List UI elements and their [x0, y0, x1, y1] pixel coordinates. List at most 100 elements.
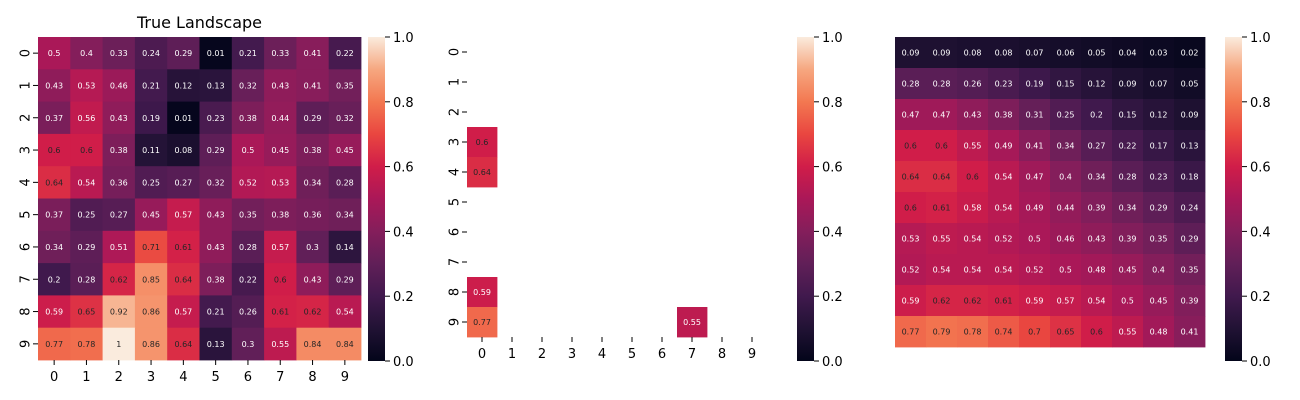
chart-title: True Landscape — [136, 13, 262, 32]
cell-label: 0.46 — [1057, 235, 1075, 244]
cell-label: 0.23 — [207, 114, 225, 123]
cell-label: 0.47 — [933, 111, 951, 120]
cell-label: 0.84 — [336, 340, 354, 349]
heatmap-cell — [328, 69, 362, 102]
x-tick-label: 5 — [212, 370, 220, 385]
cell-label: 0.3 — [306, 243, 319, 252]
heatmap-cell — [199, 263, 233, 296]
heatmap-cell — [1050, 99, 1082, 131]
y-tick-label: 9 — [19, 340, 34, 348]
heatmap-cell — [1112, 37, 1144, 69]
colorbar-tick-label: 0.2 — [1250, 290, 1271, 305]
cell-label: 0.28 — [933, 80, 951, 89]
cell-label: 0.48 — [1150, 328, 1168, 337]
colorbar — [368, 37, 385, 361]
cell-label: 0.38 — [271, 211, 289, 220]
heatmap-cell — [38, 69, 71, 102]
y-tick-label: 2 — [19, 114, 34, 122]
cell-label: 0.51 — [110, 243, 128, 252]
colorbar-tick-label: 0.6 — [393, 161, 414, 176]
heatmap-cell — [1050, 130, 1082, 162]
heatmap-cell — [134, 263, 168, 296]
cell-label: 0.6 — [904, 204, 917, 213]
cell-label: 0.29 — [1150, 204, 1168, 213]
heatmap-cell — [199, 295, 233, 329]
x-tick-label: 7 — [276, 370, 284, 385]
cell-label: 0.21 — [142, 81, 160, 90]
cell-label: 0.58 — [964, 204, 982, 213]
heatmap-cell — [38, 198, 71, 232]
heatmap-cell — [926, 99, 958, 131]
heatmap-cell — [1143, 223, 1175, 255]
cell-label: 0.03 — [1150, 49, 1168, 58]
x-tick-label: 2 — [115, 370, 123, 385]
cell-label: 0.57 — [1057, 297, 1075, 306]
heatmap-cell — [1174, 223, 1206, 255]
cell-label: 0.44 — [1057, 204, 1075, 213]
heatmap-cell — [134, 230, 168, 264]
heatmap-cell — [328, 327, 362, 361]
cell-label: 0.54 — [964, 235, 982, 244]
heatmap-cell — [926, 37, 958, 69]
cell-label: 0.43 — [110, 114, 128, 123]
cell-label: 0.26 — [964, 80, 982, 89]
x-tick-label: 8 — [718, 347, 726, 362]
heatmap-cell — [467, 277, 498, 308]
heatmap-cell — [102, 230, 136, 264]
heatmap-cell — [1174, 192, 1206, 224]
cell-label: 0.45 — [1150, 297, 1168, 306]
heatmap-cell — [167, 295, 200, 329]
x-tick-label: 0 — [50, 370, 58, 385]
heatmap-cell — [1174, 68, 1206, 100]
cell-label: 0.01 — [207, 49, 225, 58]
cell-label: 0.37 — [45, 211, 63, 220]
cell-label: 0.62 — [964, 297, 982, 306]
heatmap-cell — [296, 198, 330, 232]
heatmap-cell — [1112, 192, 1144, 224]
cell-label: 0.49 — [995, 142, 1013, 151]
heatmap-cell — [167, 327, 200, 361]
cell-label: 0.45 — [336, 146, 354, 155]
cell-label: 0.08 — [995, 49, 1013, 58]
cell-label: 0.5 — [1059, 266, 1072, 275]
cell-label: 0.39 — [1181, 297, 1199, 306]
cell-label: 0.43 — [1088, 235, 1106, 244]
cell-label: 0.5 — [1121, 297, 1134, 306]
x-tick-label: 5 — [628, 347, 636, 362]
cell-label: 0.39 — [1119, 235, 1137, 244]
cell-label: 0.64 — [45, 178, 63, 187]
cell-label: 0.43 — [207, 211, 225, 220]
cell-label: 0.35 — [1150, 235, 1168, 244]
y-tick-label: 5 — [19, 211, 34, 219]
x-tick-label: 1 — [82, 370, 90, 385]
heatmap-cell — [264, 166, 297, 199]
heatmap-cell — [231, 198, 265, 232]
heatmap-cell — [231, 37, 265, 70]
heatmap-cell — [102, 69, 136, 102]
cell-label: 0.36 — [110, 178, 128, 187]
heatmap-cell — [70, 295, 103, 329]
heatmap-cell — [199, 101, 233, 135]
colorbar — [1225, 37, 1242, 361]
heatmap-cell — [957, 99, 989, 131]
heatmap-cell — [264, 133, 297, 167]
cell-label: 0.23 — [995, 80, 1013, 89]
cell-label: 0.37 — [45, 114, 63, 123]
heatmap-cell — [199, 133, 233, 167]
heatmap-cell — [264, 198, 297, 232]
cell-label: 0.09 — [1119, 80, 1137, 89]
heatmap-cell — [1174, 99, 1206, 131]
heatmap-cell — [1143, 37, 1175, 69]
heatmap-cell — [102, 133, 136, 167]
heatmap-cell — [957, 316, 989, 348]
heatmap-cell — [988, 37, 1020, 69]
colorbar-tick-label: 0.4 — [1250, 225, 1271, 240]
heatmap-cell — [167, 230, 200, 264]
heatmap-cell — [296, 230, 330, 264]
colorbar-tick-label: 1.0 — [1250, 31, 1271, 46]
cell-label: 0.54 — [336, 308, 354, 317]
cell-label: 0.61 — [271, 308, 289, 317]
heatmap-cell — [1019, 316, 1051, 348]
heatmap-cell — [1081, 99, 1113, 131]
